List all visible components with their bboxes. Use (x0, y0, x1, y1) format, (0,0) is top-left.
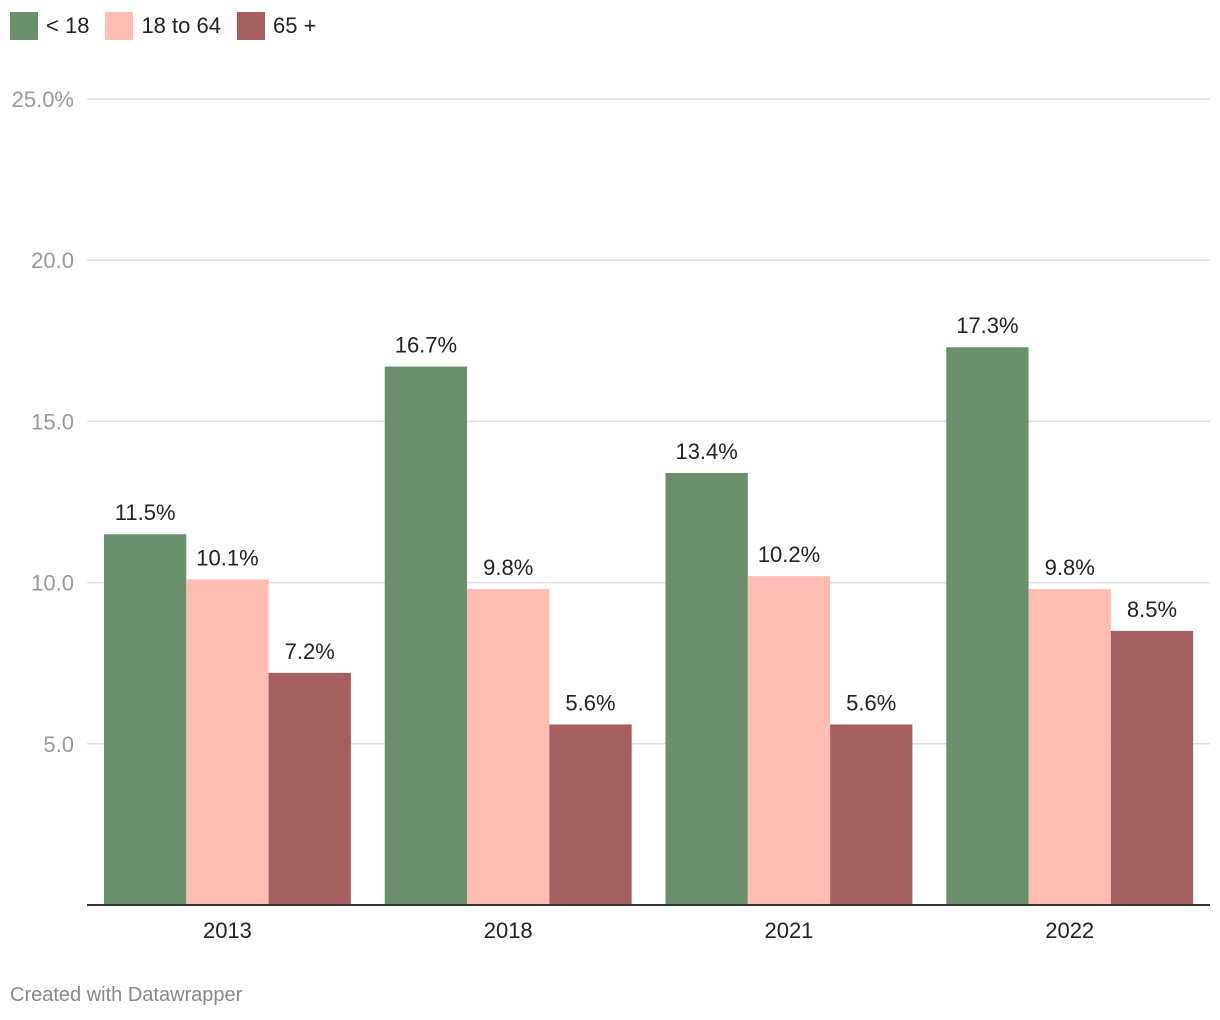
bar (104, 534, 187, 905)
bar (946, 347, 1029, 905)
bar (665, 472, 748, 905)
legend-swatch-under-18 (10, 12, 38, 40)
data-label: 8.5% (1127, 597, 1177, 622)
y-tick-label: 15.0 (31, 409, 74, 434)
data-label: 10.2% (758, 542, 820, 567)
legend-label-65-plus: 65 + (272, 13, 317, 38)
bar (830, 724, 913, 905)
x-tick-label: 2013 (203, 918, 252, 943)
data-label: 5.6% (565, 690, 615, 715)
data-label: 9.8% (483, 555, 533, 580)
bar (1110, 630, 1194, 905)
bar (467, 589, 550, 905)
bar (384, 366, 468, 905)
legend-label-18-to-64: 18 to 64 (141, 13, 221, 38)
legend: < 18 18 to 64 65 + (10, 10, 316, 42)
x-tick-label: 2021 (764, 918, 813, 943)
data-label: 10.1% (196, 545, 258, 570)
legend-swatch-18-to-64 (105, 12, 134, 40)
y-tick-label: 20.0 (31, 248, 74, 273)
legend-item-under-18: < 18 (10, 12, 89, 40)
y-tick-label: 10.0 (31, 571, 74, 596)
data-label: 13.4% (675, 439, 737, 464)
legend-swatch-65-plus (236, 12, 265, 40)
data-label: 11.5% (115, 500, 176, 525)
data-label: 16.7% (395, 333, 457, 358)
y-tick-label: 25.0% (12, 87, 74, 112)
legend-label-under-18: < 18 (46, 13, 90, 38)
data-label: 17.3% (956, 313, 1018, 338)
data-label: 9.8% (1045, 555, 1095, 580)
legend-item-65-plus: 65 + (236, 12, 317, 40)
footer-credit: Created with Datawrapper (10, 984, 243, 1006)
data-label: 5.6% (846, 690, 896, 715)
bar (268, 672, 351, 905)
bar (186, 579, 269, 905)
data-label: 7.2% (285, 639, 335, 664)
bar (549, 724, 632, 905)
x-tick-label: 2022 (1045, 918, 1094, 943)
bar (747, 576, 831, 905)
bar (1028, 589, 1111, 905)
legend-item-18-to-64: 18 to 64 (105, 12, 221, 40)
y-tick-label: 5.0 (43, 732, 74, 757)
x-tick-label: 2018 (484, 918, 533, 943)
